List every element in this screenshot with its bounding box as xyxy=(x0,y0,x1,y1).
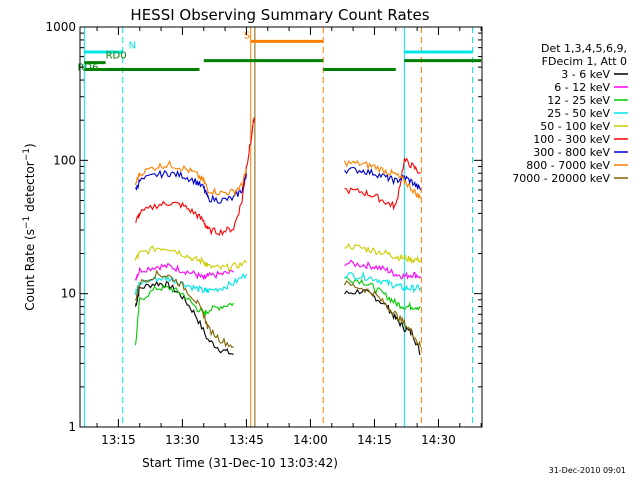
flag-label-n: N xyxy=(129,40,136,51)
series-line xyxy=(344,279,422,347)
legend-entry: 12 - 25 keV xyxy=(547,94,610,107)
series-line xyxy=(343,160,422,200)
x-tick-label: 13:15 xyxy=(101,433,136,447)
legend-entry: 3 - 6 keV xyxy=(561,68,610,81)
flag-label-rd0: RD0 xyxy=(106,51,127,62)
chart-title: HESSI Observing Summary Count Rates xyxy=(130,6,429,24)
x-tick-label: 13:30 xyxy=(165,433,200,447)
y-axis: 1 10 100 1000 xyxy=(45,20,482,434)
legend-header: Det 1,3,4,5,6,9, xyxy=(541,42,627,55)
y-axis-label: Count Rate (s−1 detector−1) xyxy=(22,143,37,310)
x-tick-label: 14:15 xyxy=(357,433,392,447)
y-tick-label: 1 xyxy=(68,420,76,434)
y-tick-label: 100 xyxy=(53,153,76,167)
legend-entry: 25 - 50 keV xyxy=(547,107,610,120)
flag-label-rd6: RD6 xyxy=(77,63,98,74)
y-tick-label: 10 xyxy=(61,287,76,301)
series-line xyxy=(344,259,421,280)
plot-frame xyxy=(79,26,483,428)
y-tick-label: 1000 xyxy=(45,20,76,34)
legend-entry: 50 - 100 keV xyxy=(540,120,610,133)
series-line xyxy=(344,242,422,264)
legend-entry: 800 - 7000 keV xyxy=(526,159,610,172)
series-line xyxy=(344,277,421,311)
series-line xyxy=(134,272,247,295)
footer-date: 31-Dec-2010 09:01 xyxy=(549,466,626,475)
x-axis: 13:15 13:30 13:45 14:00 14:15 14:30 xyxy=(96,27,482,447)
x-tick-label: 14:30 xyxy=(421,433,456,447)
series-line xyxy=(134,159,247,197)
x-axis-label: Start Time (31-Dec-10 13:03:42) xyxy=(142,456,338,470)
series-line xyxy=(344,166,422,191)
series-line xyxy=(134,245,247,272)
legend-entry: 100 - 300 keV xyxy=(533,133,610,146)
legend-header: FDecim 1, Att 0 xyxy=(542,55,627,68)
series-line xyxy=(344,271,422,294)
series-line xyxy=(134,280,234,356)
legend: Det 1,3,4,5,6,9,FDecim 1, Att 03 - 6 keV… xyxy=(512,42,628,185)
series-line xyxy=(134,262,234,281)
legend-entry: 300 - 800 keV xyxy=(533,146,610,159)
legend-entry: 7000 - 20000 keV xyxy=(512,172,610,185)
series-line xyxy=(344,156,421,211)
x-tick-label: 14:00 xyxy=(293,433,328,447)
series-line xyxy=(135,117,255,237)
series-line xyxy=(134,284,235,346)
series-line xyxy=(135,169,247,205)
series-line xyxy=(135,269,234,349)
x-tick-label: 13:45 xyxy=(229,433,264,447)
plot-area: N S RD0 RD6 xyxy=(77,27,482,427)
flag-label-s: S xyxy=(244,30,250,41)
legend-entry: 6 - 12 keV xyxy=(554,81,610,94)
